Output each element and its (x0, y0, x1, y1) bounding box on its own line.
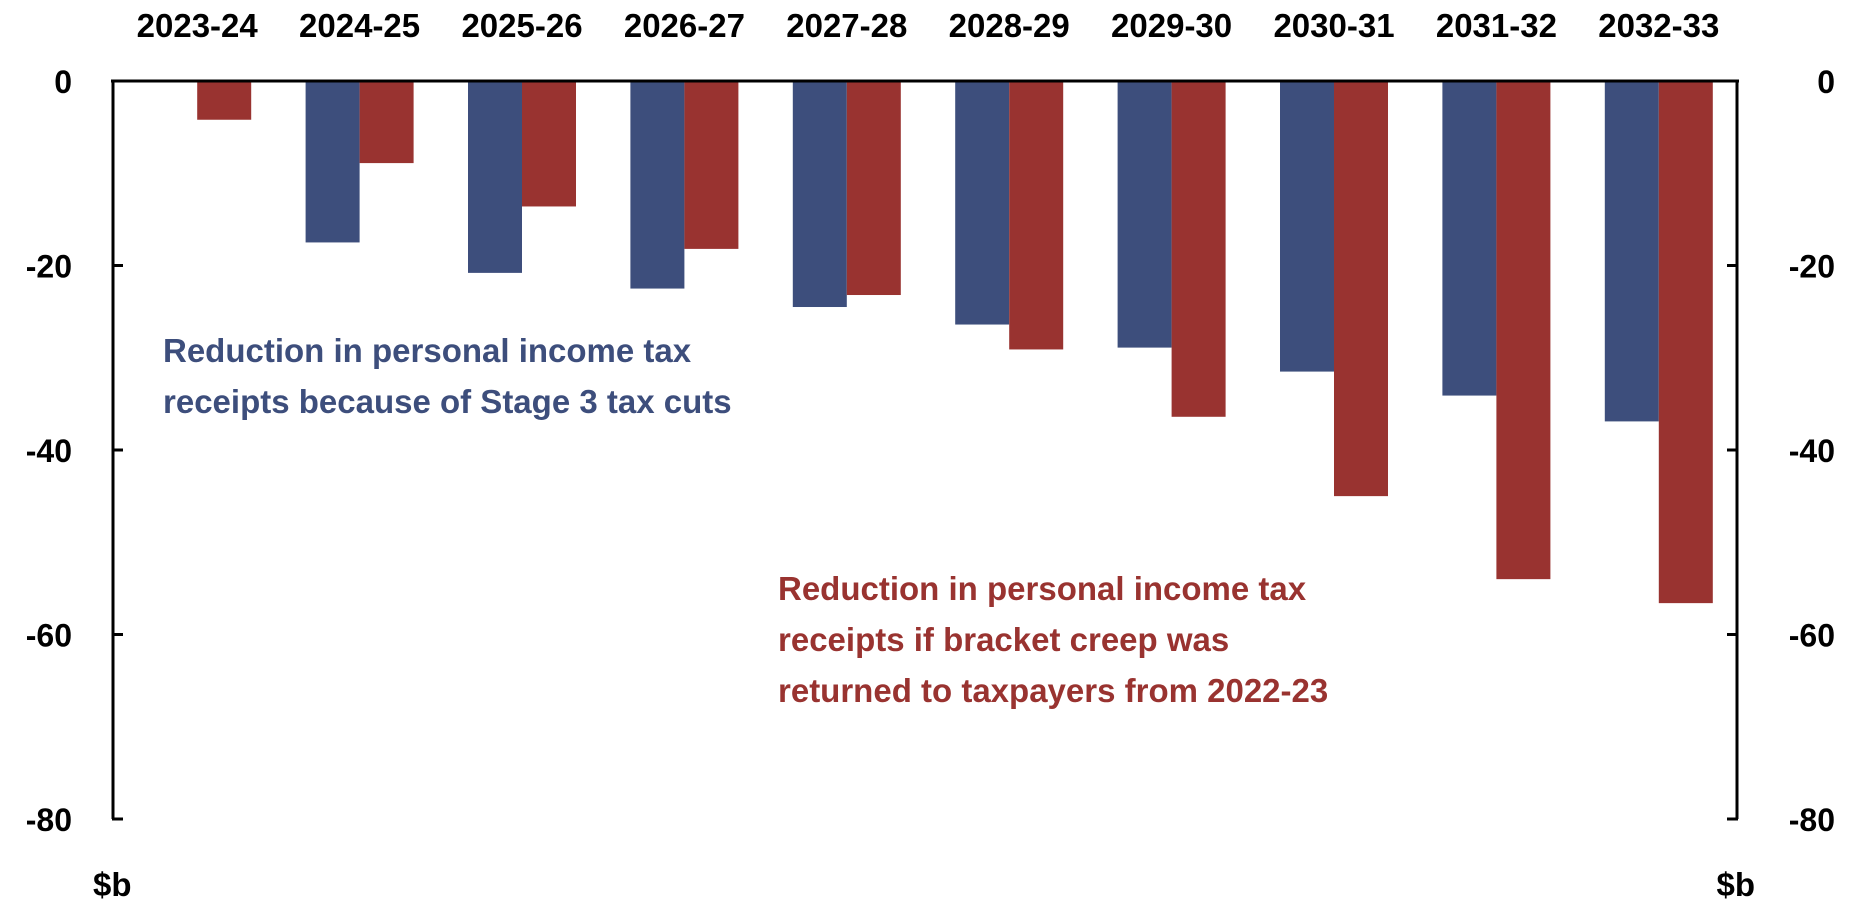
annotation-2-line: returned to taxpayers from 2022-23 (778, 672, 1328, 709)
annotation-2-line: Reduction in personal income tax (778, 570, 1307, 607)
y-tick-label-right: -80 (1789, 802, 1835, 838)
bar-series-2-2026-27 (684, 81, 739, 249)
annotation-1-line: Reduction in personal income tax (163, 332, 692, 369)
x-tick-label: 2029-30 (1111, 7, 1232, 44)
x-tick-label: 2025-26 (461, 7, 582, 44)
y-tick-label-left: -20 (26, 249, 72, 285)
y-tick-label-left: -40 (26, 433, 72, 469)
y-tick-label-right: -40 (1789, 433, 1835, 469)
bar-series-2-2025-26 (522, 81, 576, 207)
bar-series-2-2027-28 (846, 81, 901, 296)
bar-series-2-2031-32 (1496, 81, 1551, 580)
bar-series-1-2032-33 (1604, 81, 1659, 422)
annotation-2-line: receipts if bracket creep was (778, 621, 1229, 658)
bar-series-1-2029-30 (1117, 81, 1172, 348)
x-tick-label: 2030-31 (1273, 7, 1394, 44)
ticks-layer (112, 264, 1738, 821)
bar-series-1-2025-26 (468, 81, 522, 273)
bar-series-1-2031-32 (1442, 81, 1497, 396)
bar-series-1-2027-28 (792, 81, 847, 308)
x-tick-label: 2031-32 (1436, 7, 1557, 44)
bar-series-1-2028-29 (955, 81, 1010, 325)
bars-layer (197, 81, 1713, 604)
bar-series-2-2028-29 (1009, 81, 1064, 350)
labels-layer: 2023-24 2024-25 2025-26 2026-27 2027-28 2028-… (26, 7, 1835, 902)
x-tick-label: 2027-28 (786, 7, 907, 44)
y-unit-right: $b (1716, 866, 1755, 902)
bar-series-1-2030-31 (1280, 81, 1334, 372)
bar-series-2-2023-24 (197, 81, 252, 120)
bar-series-1-2024-25 (305, 81, 360, 243)
bar-series-2-2029-30 (1171, 81, 1226, 417)
bar-series-2-2030-31 (1334, 81, 1388, 497)
bar-series-2-2024-25 (359, 81, 414, 164)
y-tick-label-left: 0 (54, 64, 72, 100)
x-tick-label: 2032-33 (1598, 7, 1719, 44)
y-tick-label-left: -60 (26, 618, 72, 654)
y-tick-label-right: 0 (1817, 64, 1835, 100)
x-tick-label: 2026-27 (624, 7, 745, 44)
x-tick-label: 2023-24 (137, 7, 259, 44)
y-tick-label-left: -80 (26, 802, 72, 838)
bar-series-2-2032-33 (1658, 81, 1713, 604)
y-tick-label-right: -60 (1789, 618, 1835, 654)
bar-series-1-2026-27 (630, 81, 685, 289)
annotations-layer: Reduction in personal income tax receipts… (163, 332, 1328, 709)
x-tick-label: 2024-25 (299, 7, 420, 44)
annotation-1-line: receipts because of Stage 3 tax cuts (163, 383, 732, 420)
y-tick-label-right: -20 (1789, 249, 1835, 285)
y-unit-left: $b (93, 866, 132, 902)
x-tick-label: 2028-29 (949, 7, 1070, 44)
